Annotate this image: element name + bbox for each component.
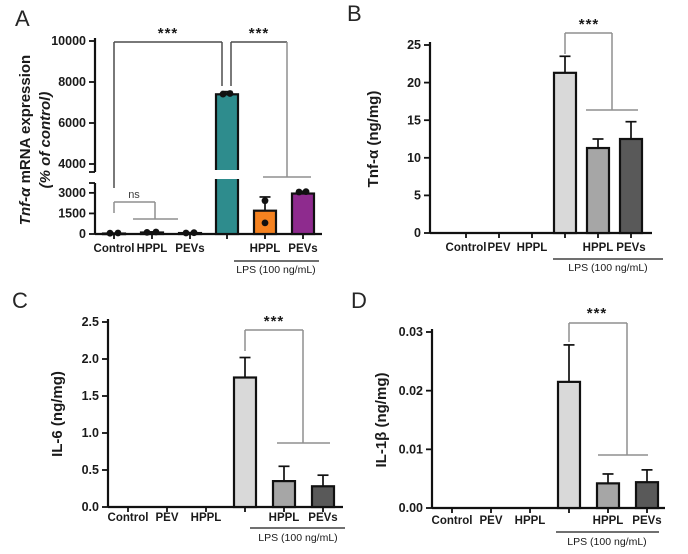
x-category-label: HPPL	[191, 512, 222, 524]
sig-label: ***	[587, 305, 608, 322]
y-tick-label: 5	[414, 189, 421, 203]
y-tick-label: 6000	[58, 116, 86, 130]
data-point	[261, 197, 269, 205]
y-tick-label: 3000	[58, 186, 86, 200]
y-tick-label: 0.00	[399, 501, 423, 515]
x-category-label: HPPL	[593, 515, 624, 527]
y-axis-title: IL-6 (ng/mg)	[49, 371, 66, 457]
data-point	[106, 229, 114, 237]
x-category-label: PEVs	[616, 242, 645, 254]
bar-b-5	[618, 137, 644, 235]
data-point	[152, 228, 160, 236]
y-tick-label: 0.0	[82, 500, 99, 514]
x-category-label: PEV	[479, 515, 502, 527]
y-tick-label: 0.5	[82, 463, 99, 477]
x-category-label: PEVs	[632, 515, 661, 527]
axis-break-gap	[213, 170, 241, 179]
sig-label: ***	[579, 16, 600, 33]
bar-d-5	[634, 481, 660, 510]
panel-d-group: 0.00 0.01 0.02 0.03 Control PEV HPPL HPPL PEVs LP…	[351, 288, 665, 548]
x-category-label: HPPL	[137, 243, 168, 255]
bar-d-3	[556, 380, 582, 510]
bar-c-3	[232, 376, 258, 509]
data-point	[295, 188, 303, 196]
y-tick-label: 10	[407, 151, 421, 165]
bar-b-3	[552, 71, 578, 235]
bar-a-5	[290, 192, 316, 236]
panel-c-group: 0.0 0.5 1.0 1.5 2.0 2.5 Control PEV HPPL HPPL PEVs…	[12, 288, 345, 544]
bar-c-4	[271, 480, 297, 509]
bar-a-3	[214, 93, 240, 236]
x-category-label: PEVs	[175, 243, 204, 255]
y-tick-label: 15	[407, 113, 421, 127]
y-tick-label: 2.0	[82, 352, 99, 366]
y-tick-label: 2.5	[82, 315, 99, 329]
data-point	[114, 229, 122, 237]
x-category-label: HPPL	[250, 243, 281, 255]
group-label: LPS (100 ng/mL)	[567, 536, 646, 548]
y-tick-label: 0	[79, 227, 86, 241]
sig-label: ns	[128, 189, 140, 201]
y-axis-title: Tnf-α (ng/mg)	[365, 91, 382, 188]
data-point	[261, 219, 269, 227]
x-category-label: PEV	[155, 512, 178, 524]
bar-d-4	[595, 482, 621, 510]
y-tick-label: 8000	[58, 75, 86, 89]
y-axis-title: Tnf-α mRNA expression	[17, 55, 34, 225]
y-tick-label: 0.03	[399, 325, 423, 339]
data-point	[143, 228, 151, 236]
data-point	[302, 188, 310, 196]
data-point	[190, 229, 198, 237]
sig-label: ***	[264, 313, 285, 330]
group-label: LPS (100 ng/mL)	[568, 262, 647, 274]
x-category-label: HPPL	[515, 515, 546, 527]
panel-label: D	[351, 288, 367, 313]
y-tick-label: 0	[414, 226, 421, 240]
y-tick-label: 1.0	[82, 426, 99, 440]
x-category-label: HPPL	[269, 512, 300, 524]
y-tick-label: 1.5	[82, 389, 99, 403]
group-label: LPS (100 ng/mL)	[236, 264, 315, 276]
x-category-label: PEVs	[288, 243, 317, 255]
y-tick-label: 10000	[51, 34, 86, 48]
sig-label: ***	[249, 25, 270, 42]
x-category-label: HPPL	[517, 242, 548, 254]
data-point	[182, 229, 190, 237]
bar-c-5	[310, 485, 336, 509]
group-label: LPS (100 ng/mL)	[258, 532, 337, 544]
y-tick-label: 0.01	[399, 443, 423, 457]
y-tick-label: 4000	[58, 157, 86, 171]
x-category-label: PEV	[487, 242, 510, 254]
x-category-label: HPPL	[583, 242, 614, 254]
panel-label: B	[347, 1, 362, 26]
sig-label: ***	[158, 25, 179, 42]
y-tick-label: 1500	[58, 207, 86, 221]
x-category-label: Control	[94, 243, 135, 255]
y-axis-title: (% of control)	[37, 92, 54, 189]
panel-label: C	[12, 288, 28, 313]
data-point	[226, 90, 234, 97]
data-point	[219, 90, 227, 98]
x-category-label: PEVs	[308, 512, 337, 524]
y-tick-label: 0.02	[399, 384, 423, 398]
y-axis-title: IL-1β (ng/mg)	[373, 373, 390, 468]
y-tick-label: 20	[407, 76, 421, 90]
x-category-label: Control	[446, 242, 487, 254]
y-tick-label: 25	[407, 38, 421, 52]
x-category-label: Control	[108, 512, 149, 524]
x-category-label: Control	[432, 515, 473, 527]
panel-label: A	[15, 6, 30, 31]
bar-b-4	[585, 146, 611, 235]
